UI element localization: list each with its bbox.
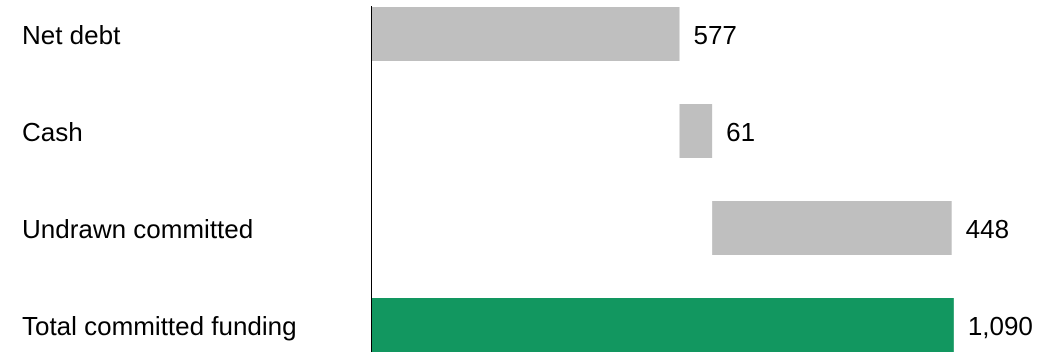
value-label-net-debt: 577 [694, 20, 737, 50]
category-label-cash: Cash [22, 117, 83, 147]
category-label-undrawn-committed: Undrawn committed [22, 214, 253, 244]
value-label-total-committed-funding: 1,090 [968, 311, 1033, 341]
bar-cash [679, 104, 713, 158]
bar-total-committed-funding [371, 298, 954, 352]
value-label-cash: 61 [726, 117, 755, 147]
value-labels: 577 61 448 1,090 [694, 20, 1033, 341]
value-label-undrawn-committed: 448 [966, 214, 1009, 244]
category-label-total-committed-funding: Total committed funding [22, 311, 297, 341]
bars [371, 7, 954, 352]
bar-undrawn-committed [712, 201, 952, 255]
category-label-net-debt: Net debt [22, 20, 121, 50]
bar-net-debt [371, 7, 680, 61]
category-labels: Net debt Cash Undrawn committed Total commi… [22, 20, 297, 341]
